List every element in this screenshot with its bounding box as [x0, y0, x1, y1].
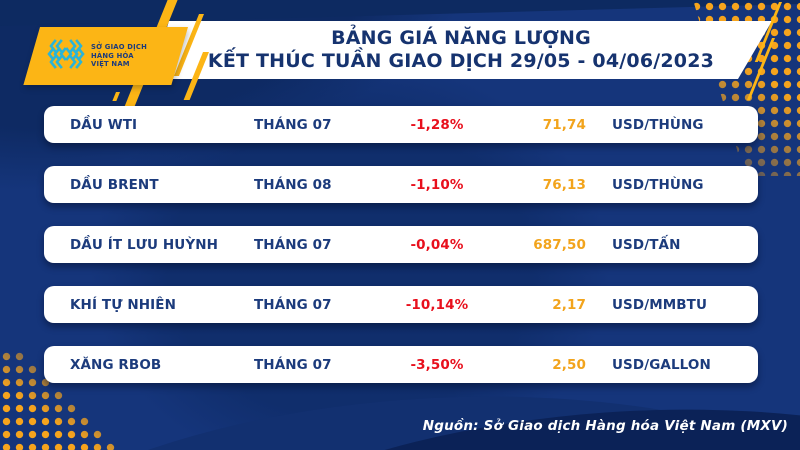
logo-text-line1: SỞ GIAO DỊCH: [91, 43, 147, 52]
page-title-line1: BẢNG GIÁ NĂNG LƯỢNG: [331, 27, 591, 50]
price-unit: USD/GALLON: [612, 356, 711, 373]
price-value: 2,50: [552, 356, 586, 373]
price-unit: USD/THÙNG: [612, 116, 704, 133]
commodity-name: DẦU WTI: [70, 116, 138, 133]
logo-text-line2: HÀNG HÓA: [91, 51, 134, 60]
table-row: DẦU WTI THÁNG 07 -1,28% 71,74 USD/THÙNG: [44, 106, 758, 143]
table-row: KHÍ TỰ NHIÊN THÁNG 07 -10,14% 2,17 USD/M…: [44, 286, 758, 323]
price-table: DẦU WTI THÁNG 07 -1,28% 71,74 USD/THÙNG …: [44, 106, 758, 406]
change-percent: -0,04%: [410, 236, 464, 253]
page-title-line2: KẾT THÚC TUẦN GIAO DỊCH 29/05 - 04/06/20…: [207, 50, 715, 72]
price-unit: USD/MMBTU: [612, 296, 708, 313]
price-unit: USD/THÙNG: [612, 176, 704, 193]
change-percent: -1,10%: [410, 176, 464, 193]
contract-month: THÁNG 07: [254, 236, 332, 253]
logo-text-line3: VIỆT NAM: [91, 60, 130, 69]
commodity-name: DẦU ÍT LƯU HUỲNH: [70, 236, 219, 253]
table-row: DẦU BRENT THÁNG 08 -1,10% 76,13 USD/THÙN…: [44, 166, 758, 203]
mxv-chevrons-icon: [46, 39, 86, 73]
price-value: 2,17: [552, 296, 586, 313]
table-row: XĂNG RBOB THÁNG 07 -3,50% 2,50 USD/GALLO…: [44, 346, 758, 383]
commodity-name: KHÍ TỰ NHIÊN: [70, 296, 177, 313]
price-value: 76,13: [542, 176, 586, 193]
contract-month: THÁNG 07: [254, 356, 332, 373]
contract-month: THÁNG 07: [254, 116, 332, 133]
price-unit: USD/TẤN: [612, 236, 681, 253]
contract-month: THÁNG 08: [254, 176, 332, 193]
price-value: 71,74: [542, 116, 586, 133]
table-row: DẦU ÍT LƯU HUỲNH THÁNG 07 -0,04% 687,50 …: [44, 226, 758, 263]
mxv-logo: SỞ GIAO DỊCH HÀNG HÓA VIỆT NAM: [46, 30, 186, 82]
contract-month: THÁNG 07: [254, 296, 332, 313]
change-percent: -10,14%: [405, 296, 469, 313]
mxv-logo-text: SỞ GIAO DỊCH HÀNG HÓA VIỆT NAM: [91, 43, 147, 68]
price-value: 687,50: [533, 236, 586, 253]
title-banner: BẢNG GIÁ NĂNG LƯỢNG KẾT THÚC TUẦN GIAO D…: [151, 21, 772, 79]
change-percent: -3,50%: [410, 356, 464, 373]
yellow-slash-decoration: [112, 92, 120, 101]
commodity-name: XĂNG RBOB: [70, 356, 162, 373]
source-caption: Nguồn: Sở Giao dịch Hàng hóa Việt Nam (M…: [422, 418, 788, 434]
commodity-name: DẦU BRENT: [70, 176, 159, 193]
change-percent: -1,28%: [410, 116, 464, 133]
